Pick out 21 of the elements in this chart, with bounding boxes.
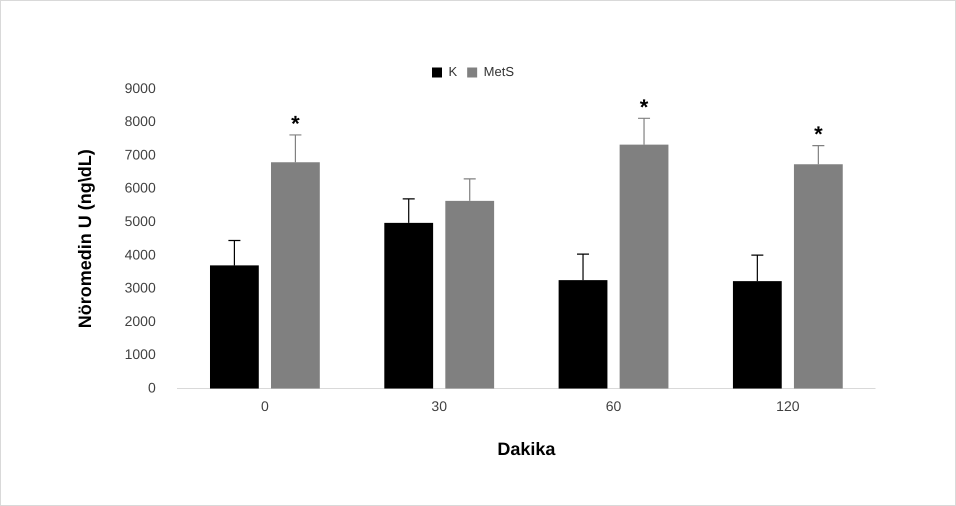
x-tick-label: 120 [776, 398, 800, 414]
y-tick-label: 1000 [124, 346, 156, 362]
y-tick-label: 5000 [124, 213, 156, 230]
legend-label: MetS [484, 64, 514, 80]
y-tick-label: 8000 [124, 113, 156, 130]
annotation: * [814, 122, 824, 147]
y-tick-label: 6000 [124, 180, 156, 196]
y-tick-label: 4000 [124, 246, 156, 262]
y-tick-label: 0 [148, 379, 156, 396]
y-axis-title: Nöromedin U (ng\dL) [74, 149, 95, 328]
x-axis-title: Dakika [497, 439, 556, 460]
annotation: * [640, 94, 649, 120]
y-tick-label: 2000 [124, 312, 156, 329]
y-tick-label: 9000 [124, 80, 156, 96]
x-tick-label: 0 [261, 398, 270, 414]
legend-label: K [448, 64, 458, 80]
y-tick-label: 7000 [124, 146, 156, 162]
x-tick-label: 60 [606, 398, 622, 414]
y-tick-label: 3000 [124, 280, 156, 296]
annotation: * [291, 111, 300, 136]
x-tick-label: 30 [431, 398, 448, 414]
